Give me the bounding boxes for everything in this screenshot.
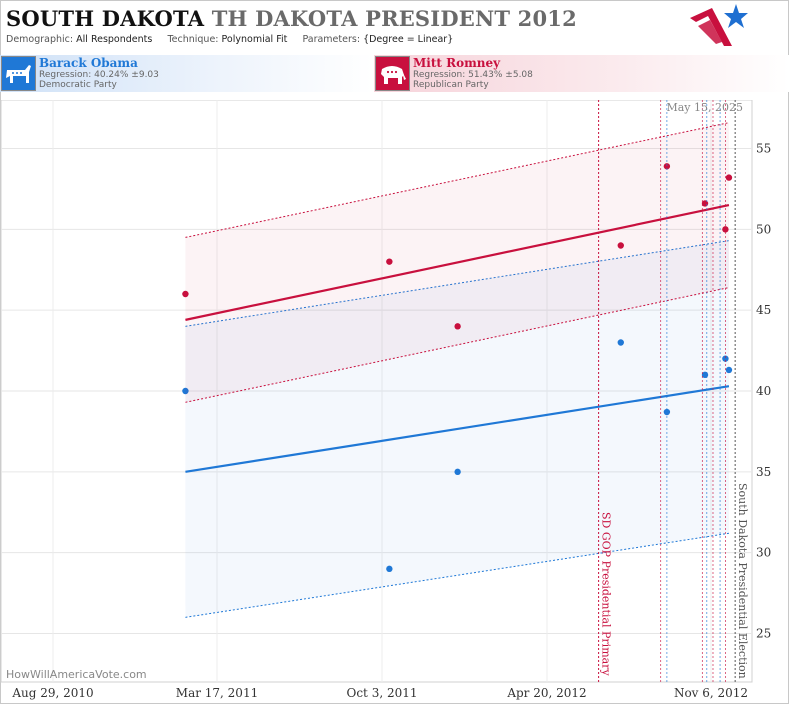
poll-point-romney: [617, 242, 624, 249]
party-romney: Republican Party: [413, 80, 489, 90]
poll-point-obama: [617, 339, 624, 346]
candidate-panel-romney: Mitt Romney Regression: 51.43% ±5.08 Rep…: [374, 55, 789, 92]
poll-point-obama: [722, 355, 729, 362]
title-rest: TH DAKOTA PRESIDENT 2012: [211, 6, 577, 31]
event-label: South Dakota Presidential Election: [736, 483, 749, 679]
technique-value: Polynomial Fit: [221, 34, 288, 45]
candidate-name-romney: Mitt Romney: [413, 56, 501, 70]
y-tick-label: 40: [756, 384, 771, 398]
poll-point-obama: [725, 366, 733, 374]
poll-point-obama: [386, 565, 393, 573]
technique-label: Technique:: [167, 34, 219, 45]
poll-point-obama: [701, 371, 709, 379]
candidate-panel-obama: Barack Obama Regression: 40.24% ±9.03 De…: [0, 55, 374, 92]
poll-point-romney: [386, 258, 393, 265]
x-tick-label: Oct 3, 2011: [347, 686, 418, 700]
trend-line-romney: [185, 204, 730, 321]
poll-point-obama: [454, 468, 461, 476]
poll-point-romney: [725, 174, 733, 181]
poll-point-romney: [663, 163, 671, 170]
title-state: SOUTH DAKOTA: [6, 6, 205, 31]
event-label: SD GOP Presidential Primary: [600, 512, 613, 676]
regression-obama: Regression: 40.24% ±9.03: [39, 70, 159, 80]
demographic-value: All Respondents: [76, 34, 153, 45]
elephant-icon: [375, 56, 410, 91]
poll-chart: 25 30 35 40 45 50 55 Aug 29, 2010 Mar 17, 2011 Oc…: [0, 100, 771, 700]
x-tick-label: Aug 29, 2010: [11, 686, 93, 700]
parameters-label: Parameters:: [302, 34, 361, 45]
x-tick-label: Apr 20, 2012: [506, 686, 586, 700]
watermark: HowWillAmericaVote.com: [6, 668, 147, 681]
chart-meta: Demographic: All Respondents Technique: …: [6, 34, 453, 45]
donkey-icon: [1, 56, 36, 91]
trend-line-obama: [185, 385, 730, 473]
x-tick-label: Nov 6, 2012: [674, 686, 748, 700]
site-logo: [690, 4, 748, 46]
chart-title: SOUTH DAKOTA TH DAKOTA PRESIDENT 2012: [6, 6, 577, 31]
y-tick-label: 55: [756, 142, 771, 156]
party-obama: Democratic Party: [39, 80, 117, 90]
x-tick-label: Mar 17, 2011: [176, 686, 258, 700]
poll-point-romney: [454, 323, 461, 330]
y-tick-label: 25: [756, 627, 771, 641]
y-tick-label: 30: [756, 546, 771, 560]
poll-point-romney: [182, 290, 189, 298]
poll-point-romney: [701, 200, 709, 207]
y-tick-label: 45: [756, 303, 771, 317]
regression-romney: Regression: 51.43% ±5.08: [413, 70, 533, 80]
band-upper-romney: [185, 122, 730, 238]
y-tick-label: 50: [756, 222, 771, 236]
poll-point-obama: [182, 387, 189, 395]
date-label: May 15, 2025: [666, 101, 743, 114]
demographic-label: Demographic:: [6, 34, 74, 45]
chart-header: SOUTH DAKOTA TH DAKOTA PRESIDENT 2012 De…: [0, 0, 789, 50]
band-lower-romney: [185, 287, 730, 403]
y-tick-label: 35: [756, 465, 771, 479]
parameters-value: {Degree = Linear}: [363, 34, 454, 45]
candidate-name-obama: Barack Obama: [39, 56, 138, 70]
